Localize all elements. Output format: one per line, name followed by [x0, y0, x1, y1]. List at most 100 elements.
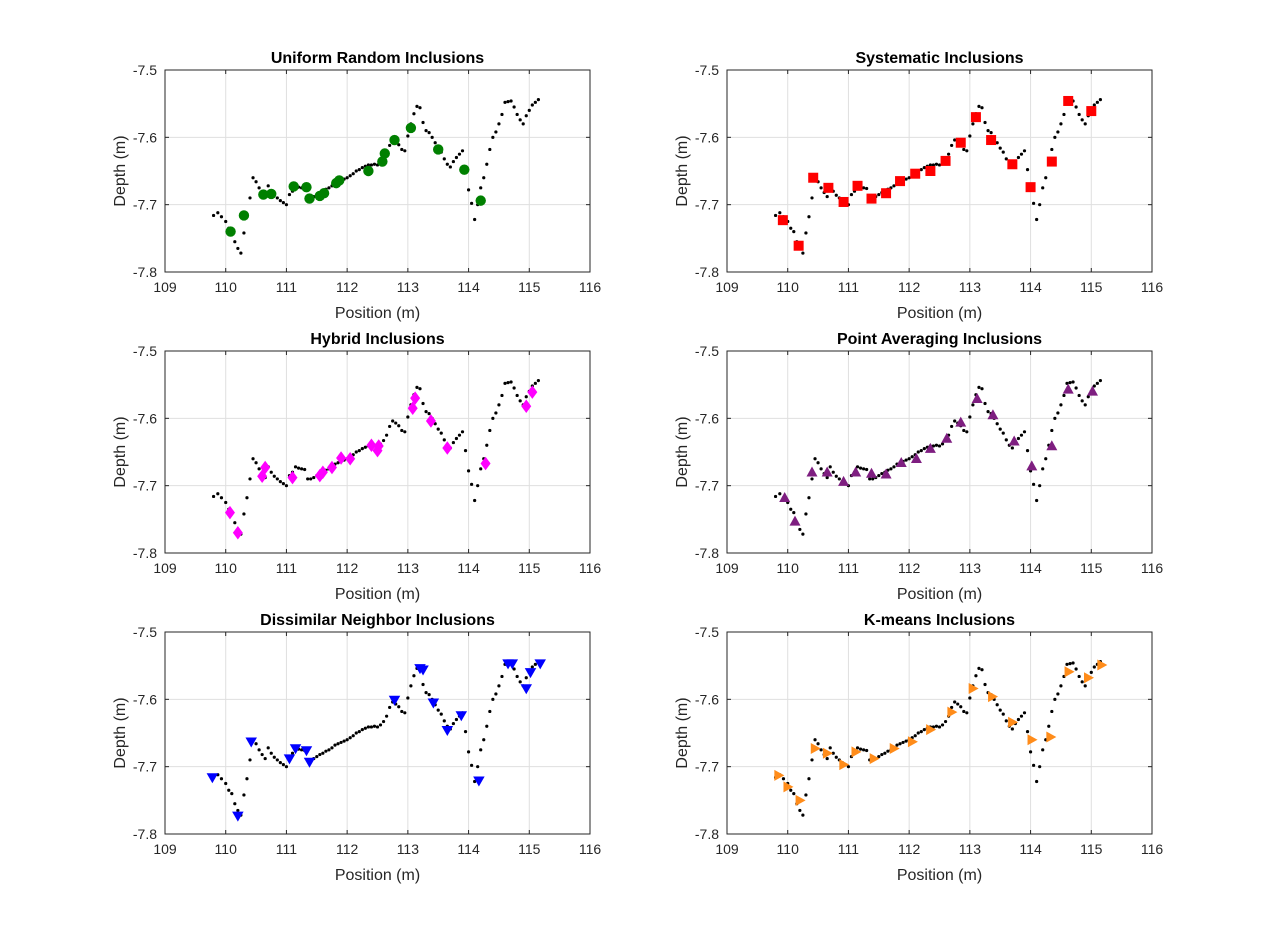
- x-tick-label: 111: [838, 560, 859, 576]
- inclusion-point: [455, 711, 468, 722]
- profile-point: [1032, 763, 1036, 767]
- profile-point: [971, 122, 975, 126]
- profile-point: [466, 469, 471, 473]
- inclusion-point: [245, 737, 257, 748]
- inclusion-point: [266, 188, 277, 200]
- profile-point: [512, 667, 516, 671]
- profile-point: [962, 709, 966, 714]
- y-tick-label: -7.7: [695, 478, 719, 494]
- profile-point: [892, 184, 896, 188]
- profile-point: [953, 138, 957, 142]
- profile-point: [1080, 680, 1084, 684]
- profile-point: [965, 430, 969, 434]
- profile-point: [825, 756, 829, 761]
- profile-point: [989, 131, 993, 135]
- profile-point: [904, 739, 908, 743]
- y-tick-label: -7.6: [695, 129, 719, 145]
- x-axis-label: Position (m): [335, 867, 420, 884]
- profile-point: [947, 152, 951, 156]
- inclusion-point: [318, 188, 330, 199]
- profile-point: [977, 385, 981, 389]
- profile-point: [424, 691, 428, 695]
- profile-point: [980, 387, 984, 391]
- profile-point: [278, 199, 282, 203]
- profile-point: [895, 743, 899, 747]
- profile-point: [536, 379, 540, 383]
- profile-point: [491, 416, 495, 420]
- axes-box: [164, 631, 591, 835]
- inclusion-point: [823, 182, 834, 193]
- x-tick-label: 115: [518, 841, 541, 857]
- x-tick-label: 109: [715, 279, 739, 295]
- profile-point: [816, 461, 820, 465]
- profile-point: [348, 174, 352, 178]
- profile-point: [300, 467, 304, 471]
- x-tick-label: 113: [397, 560, 420, 576]
- profile-point: [1050, 709, 1054, 714]
- inclusion-point: [388, 695, 401, 706]
- profile-point: [883, 751, 887, 755]
- profile-point: [792, 510, 796, 515]
- profile-point: [242, 793, 246, 797]
- profile-point: [491, 697, 495, 701]
- profile-point: [804, 512, 808, 516]
- x-tick-label: 110: [777, 560, 800, 576]
- profile-point: [533, 100, 537, 104]
- profile-point: [801, 532, 805, 536]
- x-tick-label: 116: [1141, 841, 1164, 857]
- y-axis-label: Depth (m): [112, 135, 129, 206]
- x-tick-label: 109: [715, 560, 739, 576]
- profile-point: [494, 130, 498, 134]
- profile-point: [937, 444, 942, 448]
- profile-point: [309, 477, 313, 481]
- x-axis-label: Position (m): [897, 586, 982, 603]
- profile-point: [488, 709, 492, 714]
- profile-point: [995, 141, 999, 145]
- inclusion-point: [955, 416, 967, 427]
- profile-point: [524, 395, 528, 399]
- y-axis-label: Depth (m): [674, 416, 691, 487]
- y-tick-label: -7.6: [695, 410, 719, 426]
- profile-point: [1028, 750, 1033, 754]
- inclusion-point: [441, 726, 454, 737]
- profile-point: [819, 186, 823, 190]
- profile-point: [439, 431, 443, 435]
- x-axis-label: Position (m): [335, 305, 420, 322]
- profile-point: [442, 157, 446, 161]
- profile-point: [491, 135, 495, 139]
- inclusion-markers: [779, 383, 1098, 526]
- inclusion-point: [838, 475, 850, 486]
- profile-point: [397, 424, 401, 428]
- profile-point: [971, 403, 975, 407]
- profile-point: [263, 756, 267, 761]
- profile-point: [1077, 112, 1081, 117]
- profile-point: [415, 385, 419, 389]
- profile-point: [953, 700, 957, 704]
- profile-point: [825, 475, 829, 480]
- profile-point: [236, 808, 240, 813]
- y-tick-label: -7.8: [133, 545, 157, 561]
- y-tick-label: -7.6: [695, 691, 719, 707]
- inclusion-point: [779, 492, 791, 503]
- profile-point: [473, 498, 477, 503]
- inclusion-point: [821, 466, 833, 477]
- profile-point: [415, 104, 419, 108]
- profile-point: [327, 186, 331, 190]
- inclusion-point: [1008, 716, 1019, 728]
- profile-point: [977, 104, 981, 108]
- profile-point: [457, 152, 462, 156]
- profile-point: [862, 186, 866, 190]
- profile-point: [950, 143, 954, 148]
- profile-point: [865, 186, 869, 191]
- profile-point: [506, 381, 510, 385]
- profile-point: [792, 792, 796, 796]
- profile-point: [354, 731, 358, 735]
- profile-point: [345, 176, 349, 180]
- inclusion-point: [345, 451, 356, 466]
- profile-point: [1044, 176, 1048, 180]
- profile-point: [442, 719, 446, 723]
- profile-point: [500, 393, 504, 398]
- profile-point: [1035, 779, 1039, 784]
- inclusion-point: [1046, 156, 1057, 167]
- profile-point: [962, 147, 966, 152]
